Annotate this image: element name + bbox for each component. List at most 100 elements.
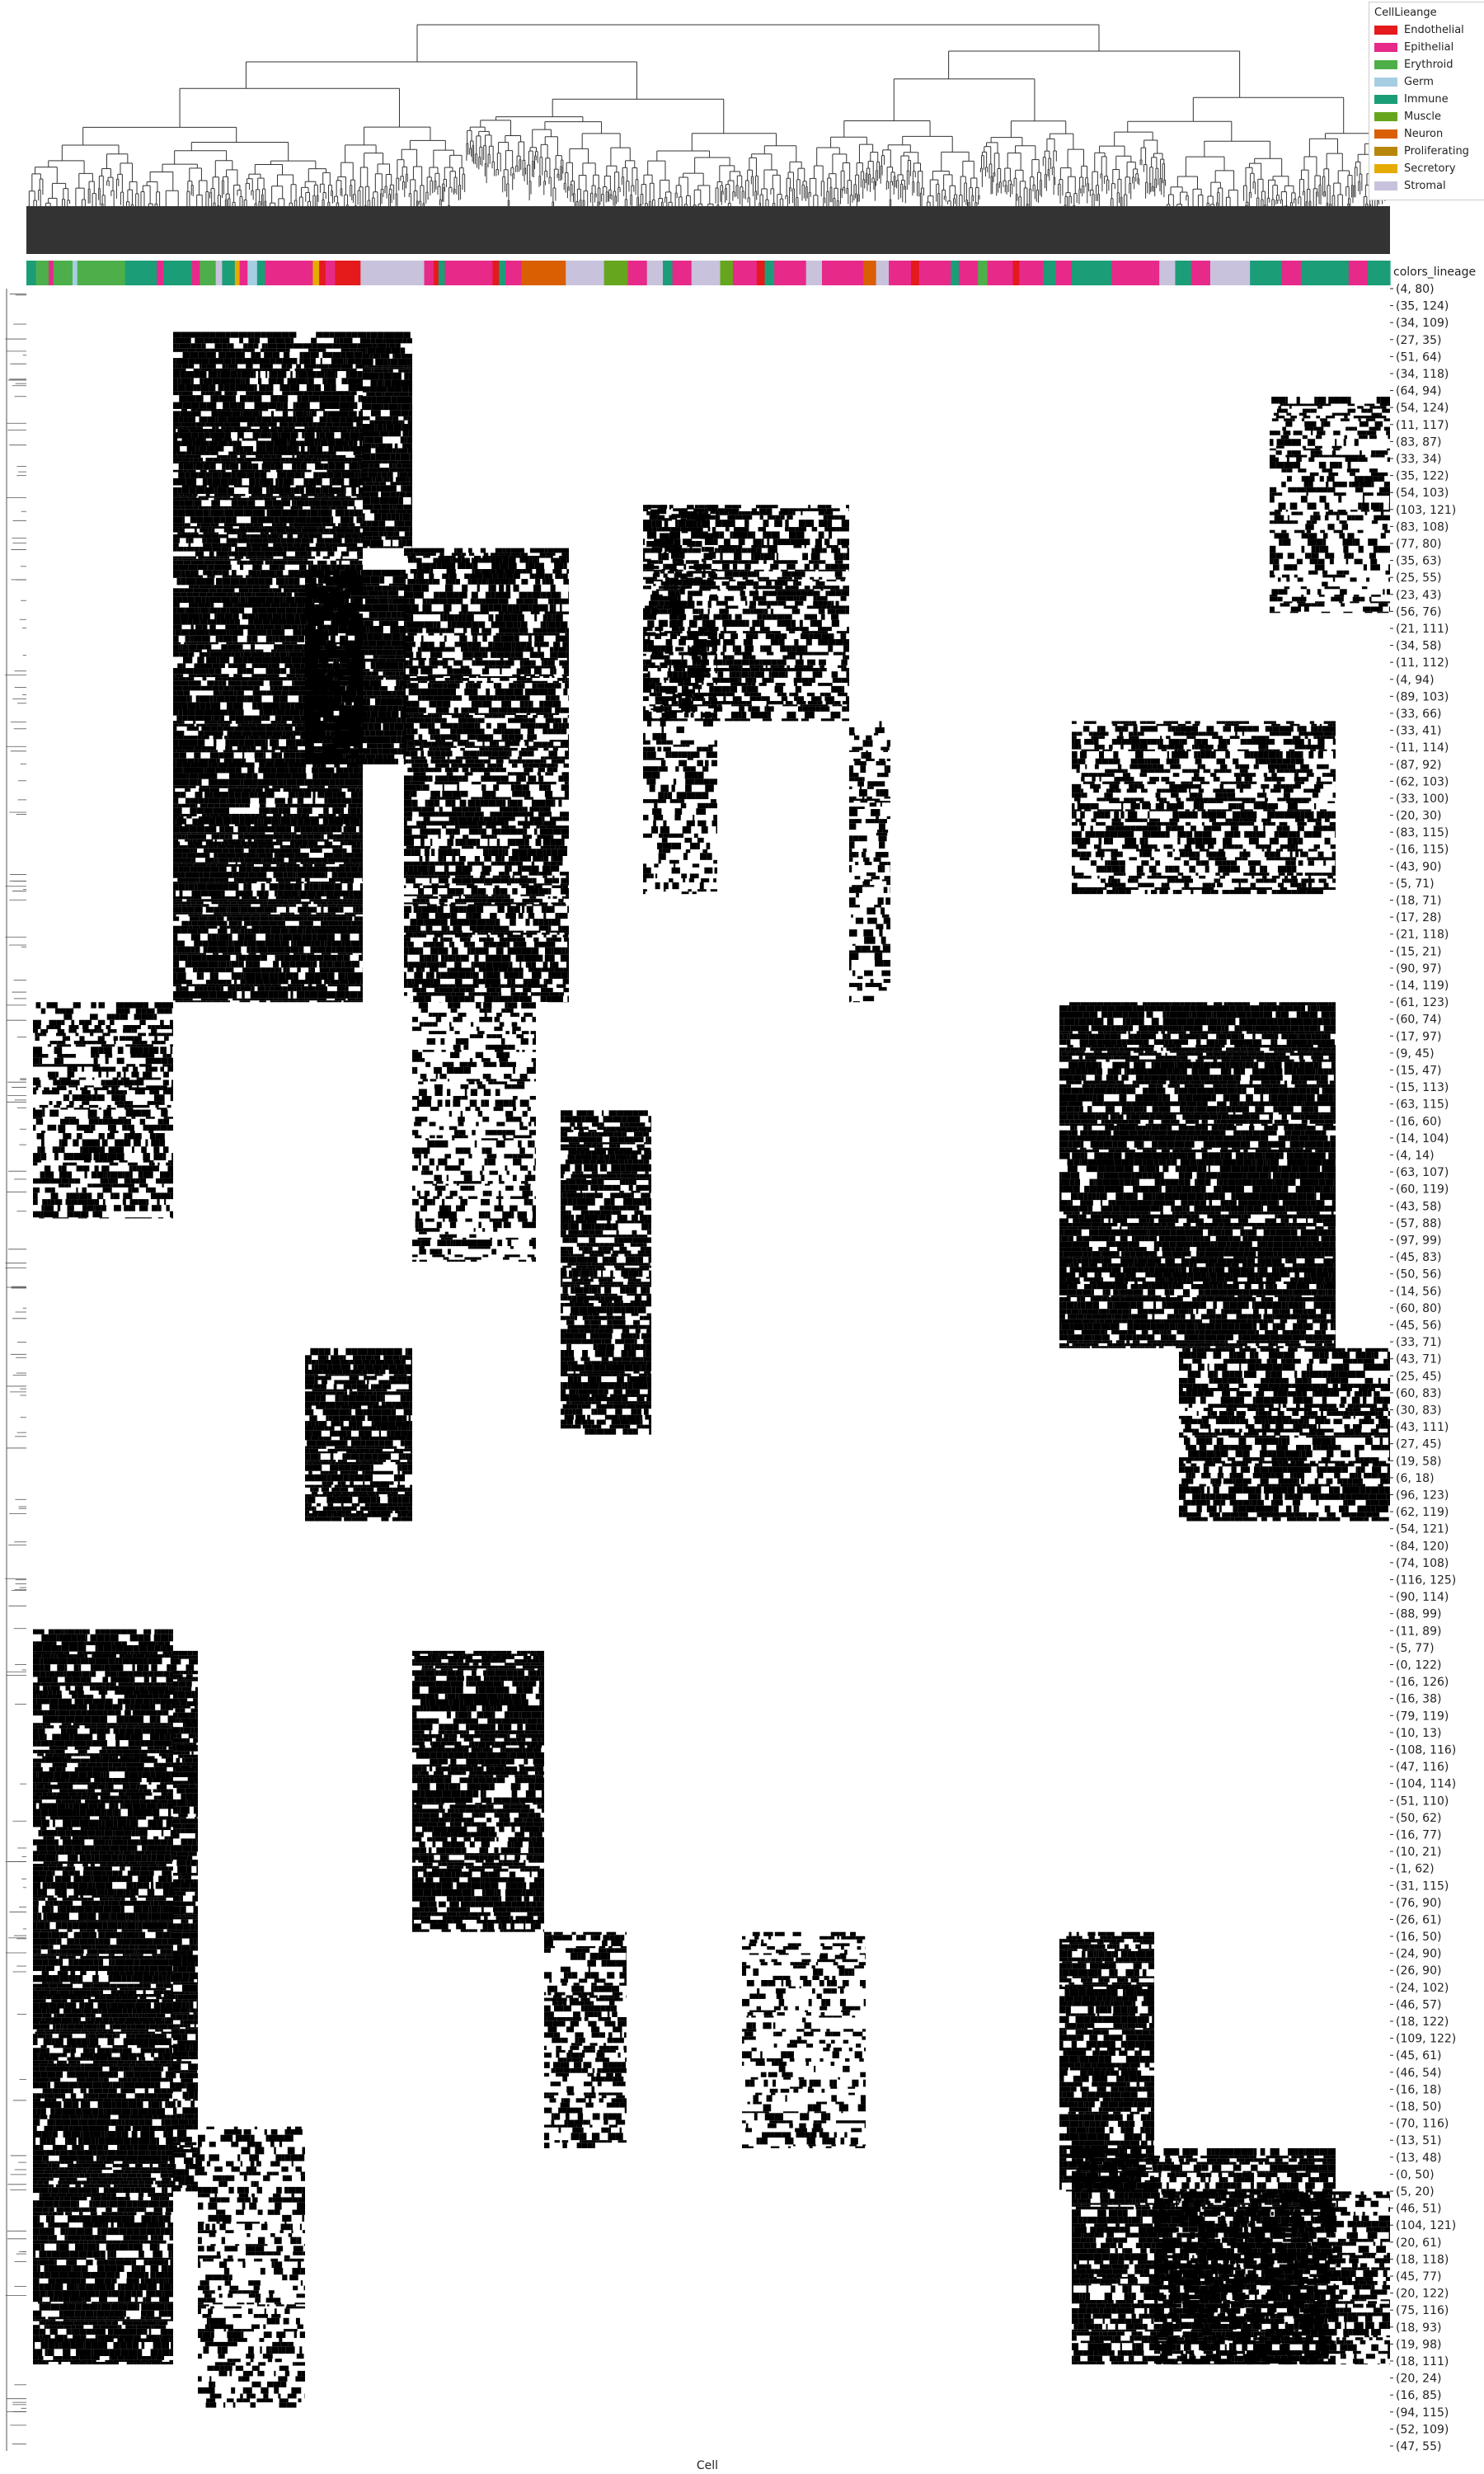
heatmap-cell xyxy=(233,429,241,432)
heatmap-cell xyxy=(210,506,220,510)
heatmap-cell xyxy=(338,426,342,429)
heatmap-cell xyxy=(295,552,300,557)
heatmap-cell xyxy=(354,349,356,352)
heatmap-cell xyxy=(173,446,180,452)
heatmap-cell xyxy=(270,395,278,402)
heatmap-cell xyxy=(184,642,187,645)
heatmap-cell xyxy=(274,668,281,674)
heatmap-cell xyxy=(271,650,276,652)
heatmap-cell xyxy=(194,559,203,561)
heatmap-cell xyxy=(294,461,303,463)
heatmap-cell xyxy=(276,470,283,473)
heatmap-cell xyxy=(298,636,301,642)
heatmap-cell xyxy=(209,486,218,488)
heatmap-cell xyxy=(262,703,270,710)
heatmap-cell xyxy=(361,416,363,422)
heatmap-cell xyxy=(359,429,363,432)
heatmap-cell xyxy=(204,709,214,715)
heatmap-cell xyxy=(277,644,285,649)
heatmap-cell xyxy=(345,538,353,543)
heatmap-cell xyxy=(225,463,230,470)
heatmap-cell xyxy=(334,487,340,494)
heatmap-cell xyxy=(173,369,181,371)
heatmap-cell xyxy=(316,332,322,337)
heatmap-cell xyxy=(350,565,356,571)
heatmap-cell xyxy=(176,674,181,677)
heatmap-cell xyxy=(315,487,320,494)
heatmap-cell xyxy=(265,677,270,680)
heatmap-cell xyxy=(234,486,237,488)
heatmap-cell xyxy=(230,332,238,337)
heatmap-cell xyxy=(254,402,261,409)
heatmap-cell xyxy=(230,371,237,378)
heatmap-cell xyxy=(283,547,287,552)
heatmap-cell xyxy=(228,709,235,715)
heatmap-cell xyxy=(219,716,224,721)
heatmap-cell xyxy=(336,529,345,533)
heatmap-cell xyxy=(223,585,226,588)
heatmap-cell xyxy=(182,426,187,429)
heatmap-cell xyxy=(173,494,179,496)
heatmap-cell xyxy=(273,369,280,371)
heatmap-cell xyxy=(251,721,261,724)
heatmap-cell xyxy=(218,608,221,614)
heatmap-cell xyxy=(336,391,345,395)
heatmap-cell xyxy=(181,332,186,337)
heatmap-cell xyxy=(204,452,210,455)
heatmap-cell xyxy=(256,695,261,702)
heatmap-cell xyxy=(248,487,252,494)
heatmap-cell xyxy=(173,516,183,523)
heatmap-cell xyxy=(237,439,239,441)
heatmap-cell xyxy=(249,588,251,592)
heatmap-cell xyxy=(210,452,218,455)
heatmap-cell xyxy=(263,455,270,458)
heatmap-cell xyxy=(209,332,216,337)
heatmap-cell xyxy=(181,523,185,526)
heatmap-cell xyxy=(288,441,289,446)
heatmap-cell xyxy=(272,561,279,565)
heatmap-cell xyxy=(285,597,294,603)
heatmap-cell xyxy=(261,332,266,337)
heatmap-cell xyxy=(241,603,245,608)
heatmap-cell xyxy=(173,588,180,592)
heatmap-cell xyxy=(277,570,284,575)
heatmap-cell xyxy=(191,332,200,337)
lineage-segment xyxy=(604,261,629,285)
heatmap-cell xyxy=(295,369,299,371)
heatmap-cell xyxy=(270,652,275,657)
heatmap-cell xyxy=(176,614,181,619)
heatmap-cell xyxy=(254,656,262,663)
heatmap-cell xyxy=(187,597,194,603)
lineage-segment xyxy=(911,261,919,285)
heatmap-cell xyxy=(331,369,340,371)
heatmap-cell xyxy=(320,432,325,438)
heatmap-cell xyxy=(328,461,335,463)
lineage-segment xyxy=(192,261,200,285)
heatmap-cell xyxy=(332,526,340,529)
heatmap-cell xyxy=(240,652,243,657)
heatmap-cell xyxy=(270,358,275,364)
heatmap-cell xyxy=(344,534,351,538)
heatmap-cell xyxy=(345,559,348,561)
heatmap-cell xyxy=(251,592,256,596)
heatmap-cell xyxy=(214,585,223,588)
heatmap-cell xyxy=(265,552,269,557)
heatmap-cell xyxy=(186,677,195,680)
heatmap-cell xyxy=(218,358,224,364)
heatmap-cell xyxy=(251,674,261,677)
heatmap-cell xyxy=(193,411,196,416)
heatmap-cell xyxy=(286,416,293,422)
heatmap-cell xyxy=(359,496,363,498)
heatmap-cell xyxy=(301,472,304,477)
heatmap-cell xyxy=(186,619,188,625)
heatmap-cell xyxy=(220,506,224,510)
heatmap-cell xyxy=(222,486,228,488)
heatmap-cell xyxy=(275,652,279,657)
heatmap-cell xyxy=(304,426,308,429)
heatmap-cell xyxy=(225,365,228,369)
heatmap-cell xyxy=(303,411,308,416)
heatmap-cell xyxy=(281,625,284,629)
heatmap-cell xyxy=(330,565,332,571)
heatmap-cell xyxy=(361,358,363,364)
heatmap-cell xyxy=(275,510,281,517)
